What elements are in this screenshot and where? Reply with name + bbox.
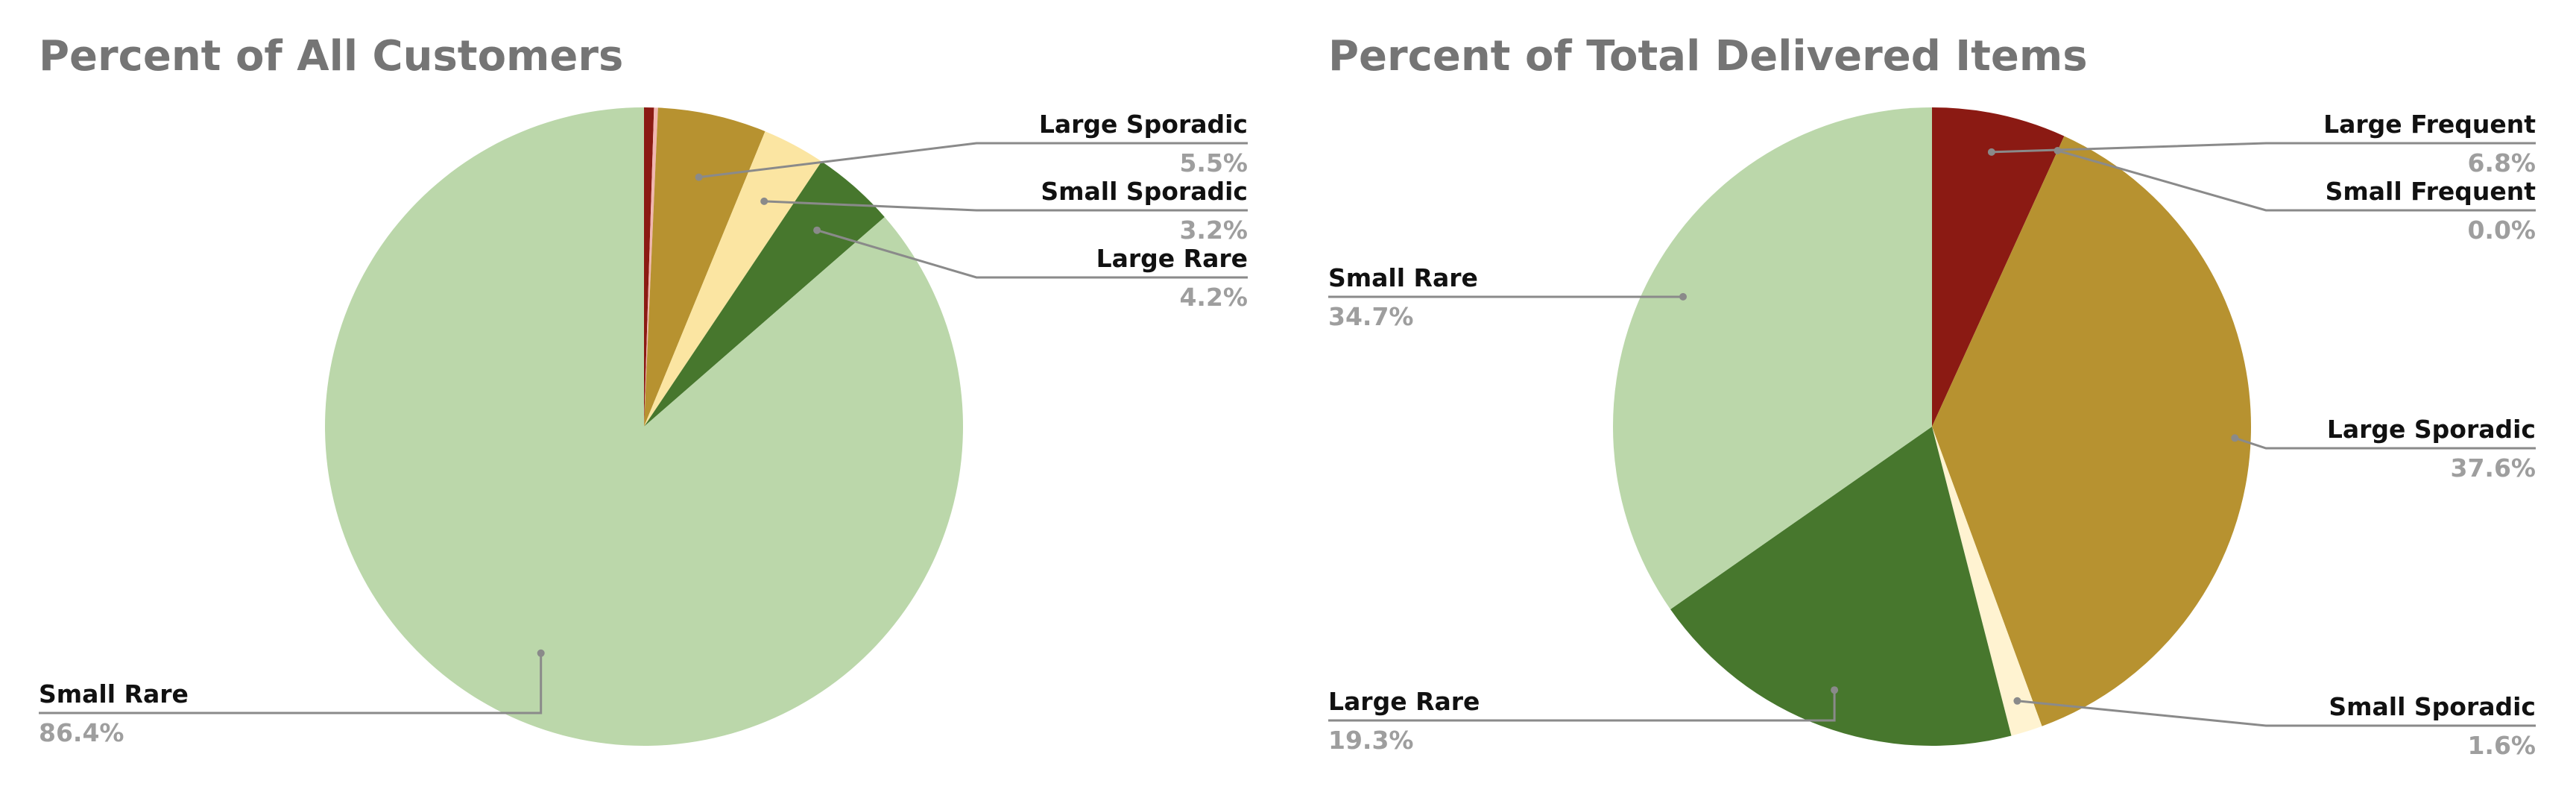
items-leader-dot-small-frequent — [2053, 147, 2062, 154]
items-leader-line-large-rare — [1328, 690, 1836, 722]
items-label-small-frequent: Small Frequent 0.0% — [2053, 147, 2536, 245]
customers-slice-large-frequent — [644, 107, 654, 427]
items-label-name: Small Sporadic — [2329, 692, 2536, 721]
items-slice-small-sporadic — [1932, 427, 2042, 736]
items-leader-dot-small-sporadic — [2013, 697, 2021, 705]
items-leader-dot-large-sporadic — [2231, 434, 2239, 442]
items-leader-dot-large-frequent — [1987, 148, 1995, 156]
items-label-percent: 0.0% — [2467, 216, 2536, 245]
customers-slice-small-sporadic — [644, 131, 822, 427]
customers-slice-large-rare — [644, 161, 885, 427]
customers-leader-line-large-rare — [816, 229, 1248, 279]
items-label-name: Large Sporadic — [2327, 415, 2536, 444]
items-label-name: Small Rare — [1328, 263, 1478, 292]
items-slice-large-rare — [1670, 427, 2012, 746]
customers-label-percent: 5.5% — [1179, 148, 1248, 178]
items-label-percent: 34.7% — [1328, 302, 1414, 331]
items-leader-dot-large-rare — [1831, 686, 1839, 694]
customers-chart-title: Percent of All Customers — [39, 32, 623, 81]
items-slice-small-rare — [1613, 107, 1932, 609]
items-leader-line-small-sporadic — [2017, 700, 2536, 727]
customers-leader-line-large-sporadic — [698, 142, 1248, 179]
items-leader-line-large-frequent — [1991, 142, 2536, 154]
items-leader-line-large-sporadic — [2234, 436, 2536, 450]
items-leader-line-small-frequent — [2057, 149, 2536, 212]
items-chart-title: Percent of Total Delivered Items — [1328, 32, 2088, 81]
items-label-large-sporadic: Large Sporadic 37.6% — [2231, 415, 2536, 483]
customers-label-name: Small Sporadic — [1041, 177, 1248, 206]
customers-label-percent: 3.2% — [1179, 216, 1248, 245]
customers-label-name: Small Rare — [39, 679, 189, 709]
customers-slice-small-frequent — [644, 107, 658, 427]
customers-leader-dot-small-sporadic — [760, 197, 768, 205]
items-slices — [1613, 107, 2252, 746]
items-label-small-sporadic: Small Sporadic 1.6% — [2013, 692, 2536, 760]
items-label-percent: 1.6% — [2467, 731, 2536, 760]
customers-label-small-sporadic: Small Sporadic 3.2% — [760, 177, 1248, 245]
items-label-small-rare: Small Rare 34.7% — [1328, 263, 1687, 331]
items-label-percent: 6.8% — [2467, 148, 2536, 178]
customers-slice-large-sporadic — [644, 107, 765, 427]
items-label-large-frequent: Large Frequent 6.8% — [1987, 110, 2536, 178]
items-label-large-rare: Large Rare 19.3% — [1328, 686, 1839, 755]
customers-slices — [325, 107, 964, 747]
customers-leader-dot-small-rare — [537, 649, 545, 657]
items-pie-chart: Large Frequent 6.8%Small Frequent 0.0% Larg… — [1328, 107, 2536, 760]
customers-label-percent: 4.2% — [1179, 283, 1248, 312]
items-slice-large-sporadic — [1932, 136, 2252, 726]
items-label-percent: 19.3% — [1328, 726, 1414, 755]
customers-leader-dot-large-sporadic — [695, 173, 703, 181]
items-label-name: Large Frequent — [2323, 110, 2536, 139]
items-label-name: Large Rare — [1328, 687, 1480, 716]
customers-label-name: Large Sporadic — [1039, 110, 1248, 139]
customers-label-small-rare: Small Rare 86.4% — [39, 649, 545, 747]
items-labels: Large Frequent 6.8%Small Frequent 0.0% Larg… — [1328, 110, 2536, 760]
customers-leader-line-small-sporadic — [764, 200, 1248, 212]
items-label-percent: 37.6% — [2451, 453, 2536, 483]
customers-label-percent: 86.4% — [39, 718, 124, 747]
items-leader-dot-small-rare — [1679, 292, 1687, 301]
customers-label-large-rare: Large Rare 4.2% — [813, 226, 1248, 312]
customers-slice-small-rare — [325, 107, 964, 747]
customers-leader-dot-large-rare — [813, 226, 821, 234]
customers-label-large-sporadic: Large Sporadic 5.5% — [695, 110, 1248, 181]
items-label-name: Small Frequent — [2326, 177, 2536, 206]
customers-leader-line-small-rare — [39, 653, 543, 714]
customers-label-name: Large Rare — [1096, 244, 1248, 273]
items-slice-large-frequent — [1932, 107, 2065, 427]
